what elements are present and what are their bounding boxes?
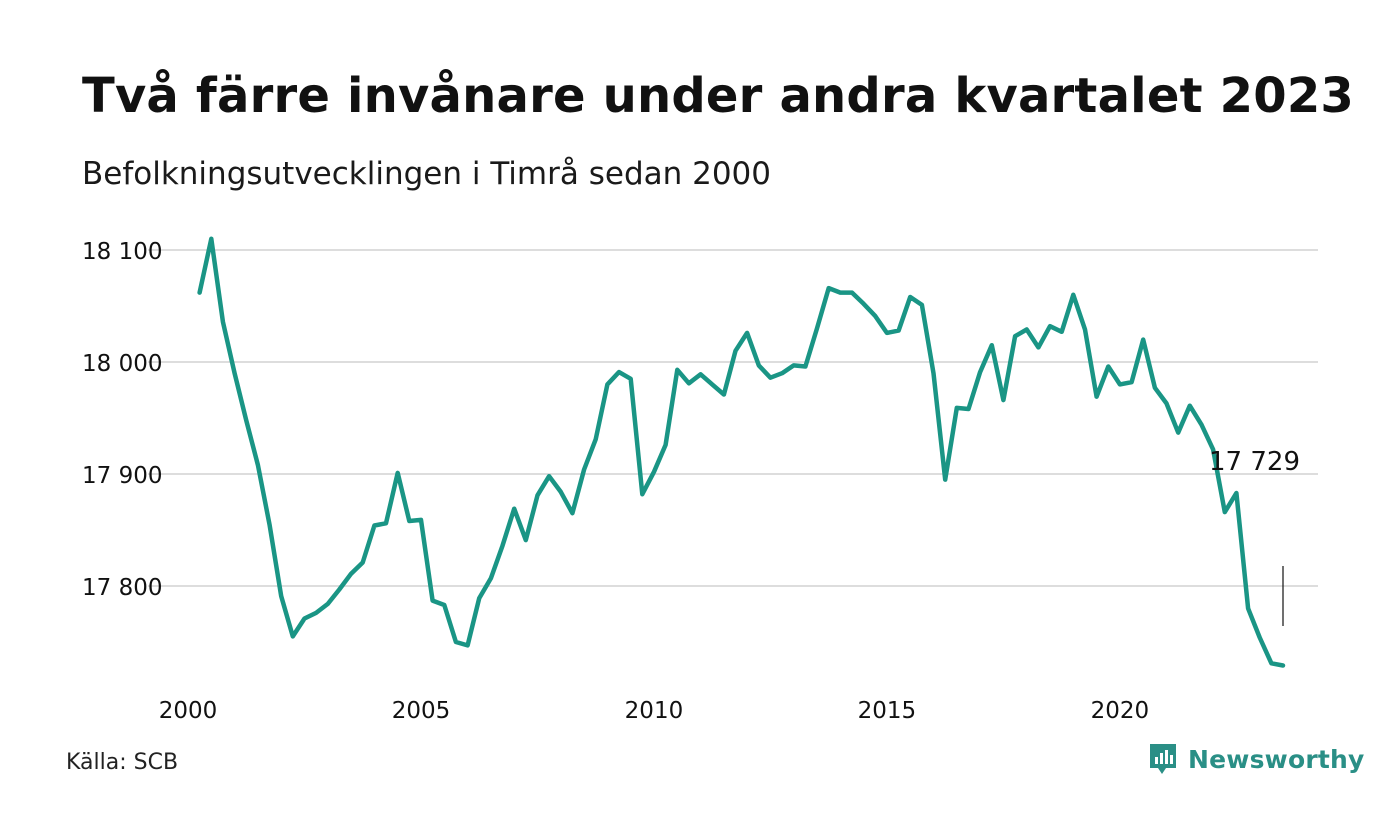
x-tick-label: 2005 xyxy=(392,698,451,724)
annotation-layer: 17 729 xyxy=(1209,447,1300,626)
series-line xyxy=(197,236,1286,668)
last-value-label: 17 729 xyxy=(1209,447,1300,477)
y-axis-ticks: 17 800 17 900 18 000 18 100 xyxy=(82,239,162,601)
grid-lines xyxy=(148,249,1318,587)
series-layer xyxy=(197,236,1286,668)
x-tick-label: 2020 xyxy=(1091,698,1150,724)
x-tick-label: 2000 xyxy=(159,698,218,724)
y-tick-label: 17 900 xyxy=(82,463,162,489)
chart-title: Två färre invånare under andra kvartalet… xyxy=(82,68,1355,124)
source-note: Källa: SCB xyxy=(66,750,179,775)
y-tick-label: 18 000 xyxy=(82,351,162,377)
chart-subtitle: Befolkningsutvecklingen i Timrå sedan 20… xyxy=(82,156,772,192)
x-axis-ticks: 2000 2005 2010 2015 2020 xyxy=(159,698,1149,724)
y-tick-label: 18 100 xyxy=(82,239,162,265)
x-tick-label: 2015 xyxy=(858,698,917,724)
logo-text: Newsworthy xyxy=(1188,744,1365,774)
y-tick-label: 17 800 xyxy=(82,575,162,601)
newsworthy-logo: Newsworthy xyxy=(1148,742,1365,776)
x-tick-label: 2010 xyxy=(625,698,684,724)
newsworthy-logo-icon xyxy=(1150,744,1176,774)
